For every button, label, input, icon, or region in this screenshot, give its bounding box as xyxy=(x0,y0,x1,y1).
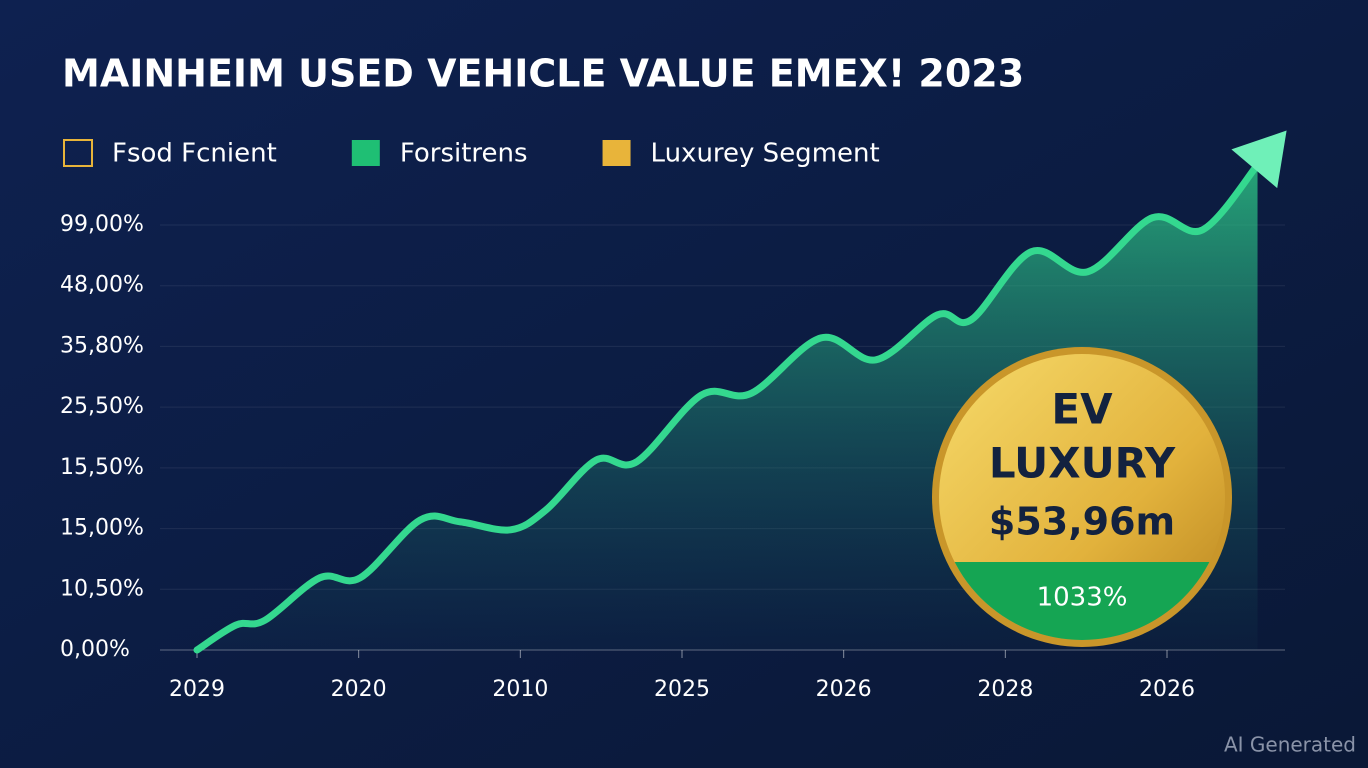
y-tick-label: 0,00% xyxy=(60,637,130,662)
arrow-head xyxy=(1231,130,1287,189)
legend-swatch xyxy=(351,140,380,166)
x-tick-label: 2010 xyxy=(492,677,548,702)
chart-title: MAINHEIM USED VEHICLE VALUE EMEX! 2023 xyxy=(62,52,1024,96)
y-tick-label: 48,00% xyxy=(60,273,144,298)
x-tick-label: 2029 xyxy=(169,677,225,702)
legend-label: Forsitrens xyxy=(400,139,528,169)
badge-amount: $53,96m xyxy=(989,500,1175,544)
y-tick-label: 10,50% xyxy=(60,576,144,601)
legend-swatch xyxy=(602,140,631,166)
line xyxy=(193,161,1262,654)
x-tick-label: 2025 xyxy=(654,677,710,702)
y-tick-label: 15,00% xyxy=(60,516,144,541)
y-tick-label: 15,50% xyxy=(60,455,144,480)
y-tick-label: 99,00% xyxy=(60,212,144,237)
badge-line1: EV xyxy=(1051,385,1113,434)
y-tick-label: 25,50% xyxy=(60,394,144,419)
badge-line2: LUXURY xyxy=(989,439,1176,488)
legend-label: Luxurey Segment xyxy=(651,139,880,169)
x-tick-label: 2026 xyxy=(1139,677,1195,702)
legend-swatch xyxy=(63,139,93,167)
watermark: AI Generated xyxy=(1224,733,1356,757)
x-tick-label: 2026 xyxy=(816,677,872,702)
x-tick-label: 2020 xyxy=(331,677,387,702)
y-tick-label: 35,80% xyxy=(60,333,144,358)
badge-percent: 1033% xyxy=(1037,583,1128,613)
legend-label: Fsod Fcnient xyxy=(112,139,277,169)
x-tick-label: 2028 xyxy=(977,677,1033,702)
